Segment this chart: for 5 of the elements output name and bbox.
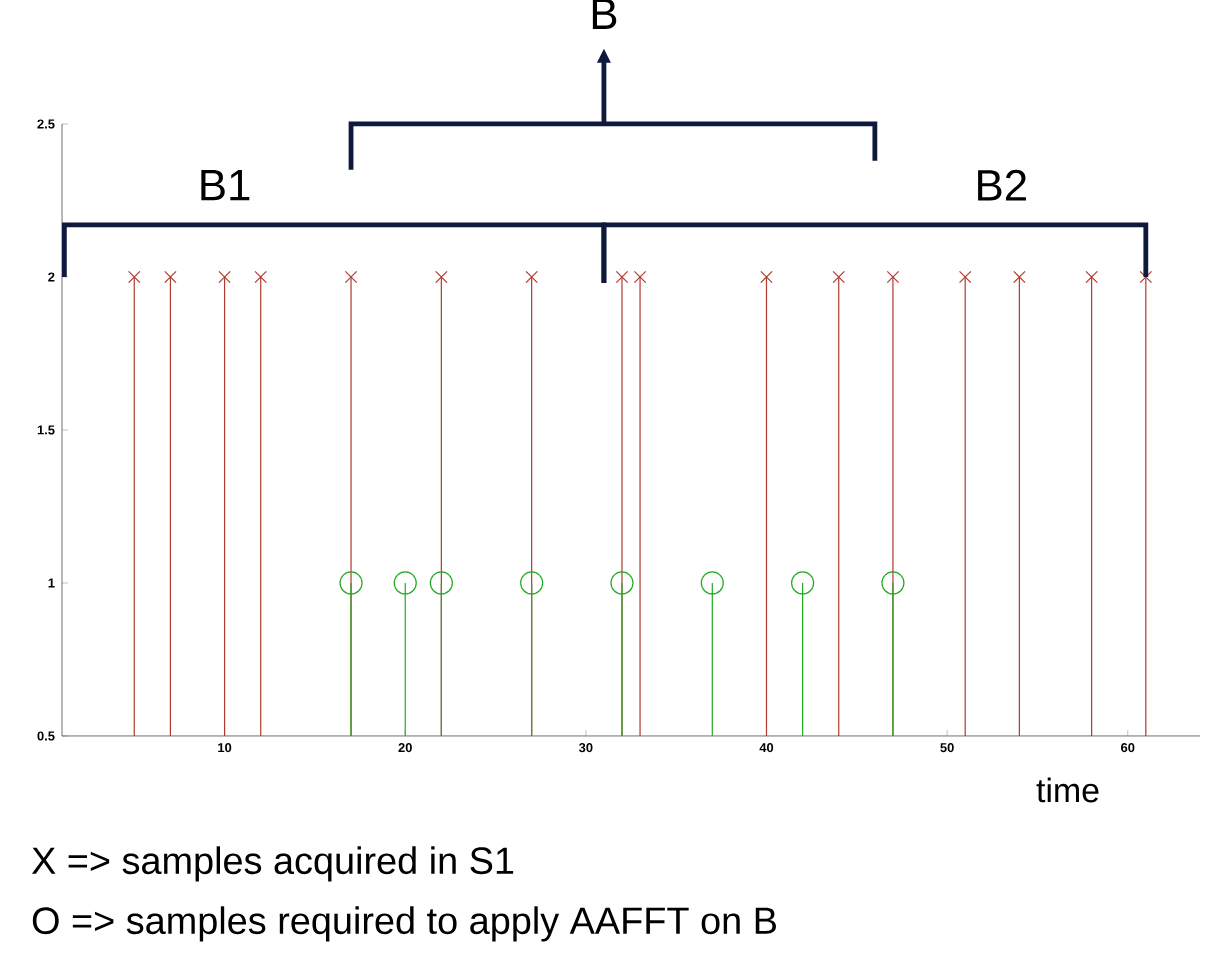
text: O => samples required to apply AAFFT on B — [32, 906, 776, 942]
annotation: B2 — [978, 169, 1026, 201]
annotation: B1 — [201, 170, 250, 201]
x-axis-title: time — [1036, 777, 1099, 803]
text: X => samples acquired in S1 — [31, 846, 514, 882]
